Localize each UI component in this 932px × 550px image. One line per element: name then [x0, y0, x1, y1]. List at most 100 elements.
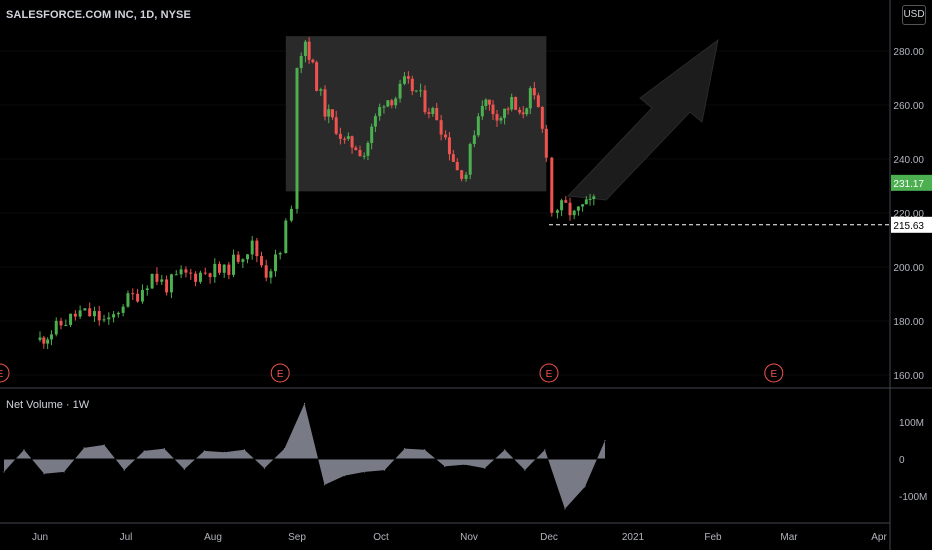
candle	[236, 251, 240, 264]
candlestick-series	[38, 37, 596, 350]
candle	[382, 104, 386, 114]
candle-body	[250, 240, 254, 255]
candle	[126, 290, 130, 308]
candle	[174, 270, 178, 276]
candle	[447, 132, 451, 161]
candle-body	[54, 320, 58, 335]
candle-body	[260, 256, 264, 266]
candle	[528, 86, 532, 115]
time-axis[interactable]: Jun Jul Aug Sep Oct Nov Dec 2021 Feb Mar Apr	[32, 532, 888, 543]
candle-body	[307, 41, 311, 60]
candle	[260, 251, 264, 268]
candle	[64, 319, 68, 327]
volume-point	[604, 439, 606, 442]
candle	[227, 262, 231, 280]
candle-body	[140, 290, 144, 302]
candle	[564, 196, 568, 204]
candle-body	[358, 149, 362, 156]
candle	[518, 107, 522, 115]
candle	[560, 198, 564, 217]
candle-body	[362, 155, 366, 157]
volume-point	[223, 451, 225, 453]
volume-point	[183, 468, 185, 470]
time-tick-label: Oct	[373, 532, 389, 543]
volume-panel-title[interactable]: Net Volume · 1W	[6, 399, 90, 411]
candle-body	[480, 105, 484, 117]
candle-body	[390, 100, 394, 106]
candle-body	[472, 135, 476, 144]
earnings-circle	[0, 363, 10, 383]
currency-button[interactable]: USD	[902, 5, 926, 25]
candle-body	[568, 202, 572, 216]
candle	[208, 272, 212, 284]
candle	[78, 305, 82, 320]
volume-point	[203, 450, 205, 452]
candle	[145, 285, 149, 296]
symbol-title[interactable]: SALESFORCE.COM INC, 1D, NYSE	[6, 9, 191, 21]
candle-body	[499, 117, 503, 121]
price-axis[interactable]: 280.00 260.00 240.00 220.00 200.00 180.00 160.…	[893, 47, 924, 382]
volume-axis[interactable]: 100M 0 -100M	[899, 418, 927, 503]
candle	[394, 96, 398, 109]
candle-body	[189, 272, 193, 274]
candle	[346, 132, 350, 141]
candle	[427, 107, 431, 119]
candle-body	[350, 136, 354, 148]
candle-body	[112, 314, 116, 318]
candle	[295, 67, 299, 214]
candle	[414, 90, 418, 93]
candle	[315, 60, 319, 92]
candle-body	[521, 112, 525, 115]
candle-body	[227, 264, 231, 275]
candle	[194, 271, 198, 287]
earnings-marker[interactable]: E	[270, 363, 290, 383]
candle-body	[536, 95, 540, 108]
earnings-label: E	[277, 369, 284, 380]
candle	[491, 100, 495, 121]
trend-arrow[interactable]	[566, 38, 719, 201]
candle	[330, 109, 334, 120]
candle-body	[406, 76, 410, 79]
candle	[160, 274, 164, 285]
candle	[354, 145, 358, 151]
earnings-marker[interactable]: E	[0, 363, 10, 383]
candle	[410, 75, 414, 96]
time-tick-label: 2021	[622, 532, 645, 543]
candle-body	[184, 269, 188, 273]
candle-body	[131, 293, 135, 295]
candle	[431, 106, 435, 117]
candle-body	[447, 137, 451, 155]
candle	[179, 265, 183, 279]
earnings-marker[interactable]: E	[539, 363, 559, 383]
candle	[155, 267, 159, 286]
candle	[232, 249, 236, 278]
candle	[213, 258, 217, 283]
candle	[327, 104, 331, 124]
time-tick-label: Feb	[704, 532, 722, 543]
candle-body	[73, 313, 77, 317]
candle	[386, 100, 390, 108]
candle-body	[274, 254, 278, 272]
candle-body	[319, 89, 323, 91]
candle	[503, 108, 507, 125]
candle	[406, 71, 410, 84]
earnings-label: E	[770, 369, 777, 380]
volume-point	[63, 471, 65, 473]
candle-body	[386, 100, 390, 107]
candle-body	[373, 116, 377, 127]
candle	[362, 152, 366, 160]
candle	[334, 110, 338, 136]
candle-body	[236, 254, 240, 262]
volume-point	[504, 449, 506, 451]
arrow-shape[interactable]	[566, 38, 719, 201]
candle	[540, 106, 544, 133]
candle-body	[532, 88, 536, 96]
volume-point	[123, 469, 125, 471]
time-tick-label: Sep	[288, 532, 306, 543]
candle-body	[179, 269, 183, 275]
earnings-marker[interactable]: E	[764, 363, 784, 383]
candle	[366, 140, 370, 161]
candle-body	[506, 108, 510, 110]
candle	[136, 288, 140, 303]
